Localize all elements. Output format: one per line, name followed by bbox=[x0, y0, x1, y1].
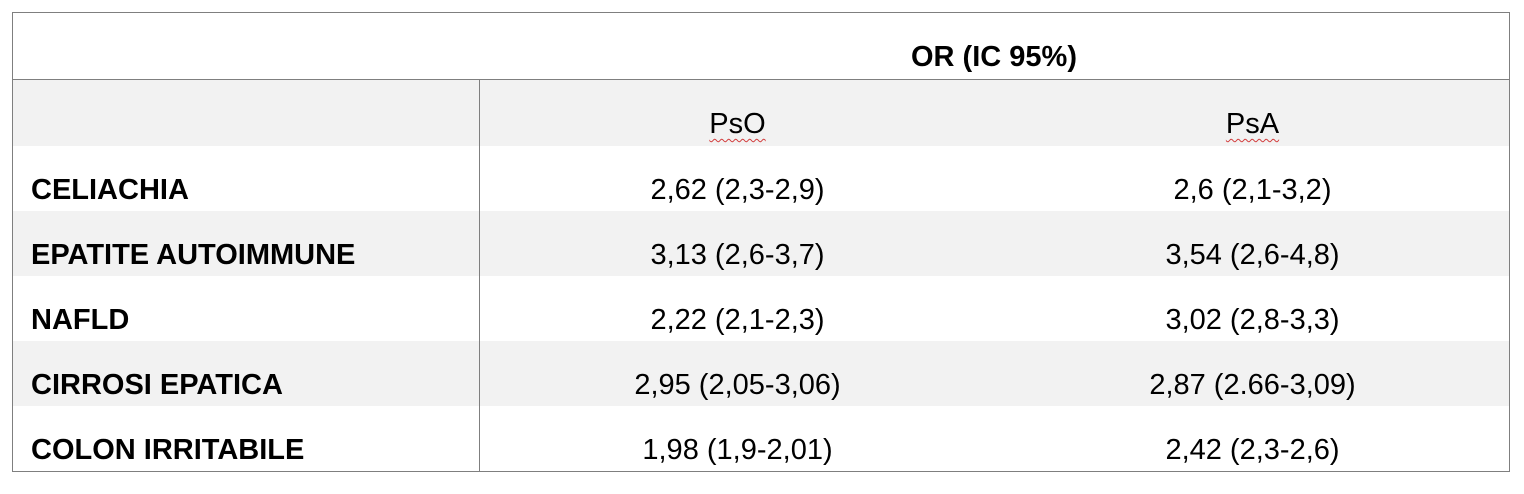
row-label: COLON IRRITABILE bbox=[31, 434, 305, 466]
table-row: CIRROSI EPATICA 2,95 (2,05-3,06) 2,87 (2… bbox=[13, 341, 1509, 406]
cell-psa: 2,42 (2,3-2,6) bbox=[1165, 434, 1340, 466]
cell-psa: 2,6 (2,1-3,2) bbox=[1173, 174, 1332, 206]
row-label: EPATITE AUTOIMMUNE bbox=[31, 239, 356, 271]
column-divider bbox=[479, 80, 480, 471]
table-row: NAFLD 2,22 (2,1-2,3) 3,02 (2,8-3,3) bbox=[13, 276, 1509, 341]
cell-psa: 2,87 (2.66-3,09) bbox=[1149, 369, 1356, 401]
column-header-psa: PsA bbox=[995, 80, 1510, 146]
table-row: CELIACHIA 2,62 (2,3-2,9) 2,6 (2,1-3,2) bbox=[13, 146, 1509, 211]
cell-pso: 1,98 (1,9-2,01) bbox=[642, 434, 833, 466]
cell-pso: 2,95 (2,05-3,06) bbox=[634, 369, 841, 401]
cell-psa: 3,54 (2,6-4,8) bbox=[1165, 239, 1340, 271]
cell-pso: 2,62 (2,3-2,9) bbox=[650, 174, 825, 206]
cell-pso: 3,13 (2,6-3,7) bbox=[650, 239, 825, 271]
column-header-row: PsO PsA bbox=[13, 80, 1509, 146]
column-header-pso: PsO bbox=[480, 80, 995, 146]
row-label: NAFLD bbox=[31, 304, 130, 336]
cell-psa: 3,02 (2,8-3,3) bbox=[1165, 304, 1340, 336]
row-label: CELIACHIA bbox=[31, 174, 189, 206]
table-row: EPATITE AUTOIMMUNE 3,13 (2,6-3,7) 3,54 (… bbox=[13, 211, 1509, 276]
table-header-row: OR (IC 95%) bbox=[13, 13, 1509, 80]
table-row: COLON IRRITABILE 1,98 (1,9-2,01) 2,42 (2… bbox=[13, 406, 1509, 471]
row-label: CIRROSI EPATICA bbox=[31, 369, 283, 401]
cell-pso: 2,22 (2,1-2,3) bbox=[650, 304, 825, 336]
column-header-psa-label: PsA bbox=[1225, 108, 1280, 140]
column-header-pso-label: PsO bbox=[709, 108, 766, 140]
column-header-empty bbox=[13, 80, 479, 146]
table-header-title: OR (IC 95%) bbox=[911, 41, 1077, 73]
odds-ratio-table: OR (IC 95%) PsO PsA CELIACHIA 2,62 (2,3-… bbox=[12, 12, 1510, 472]
